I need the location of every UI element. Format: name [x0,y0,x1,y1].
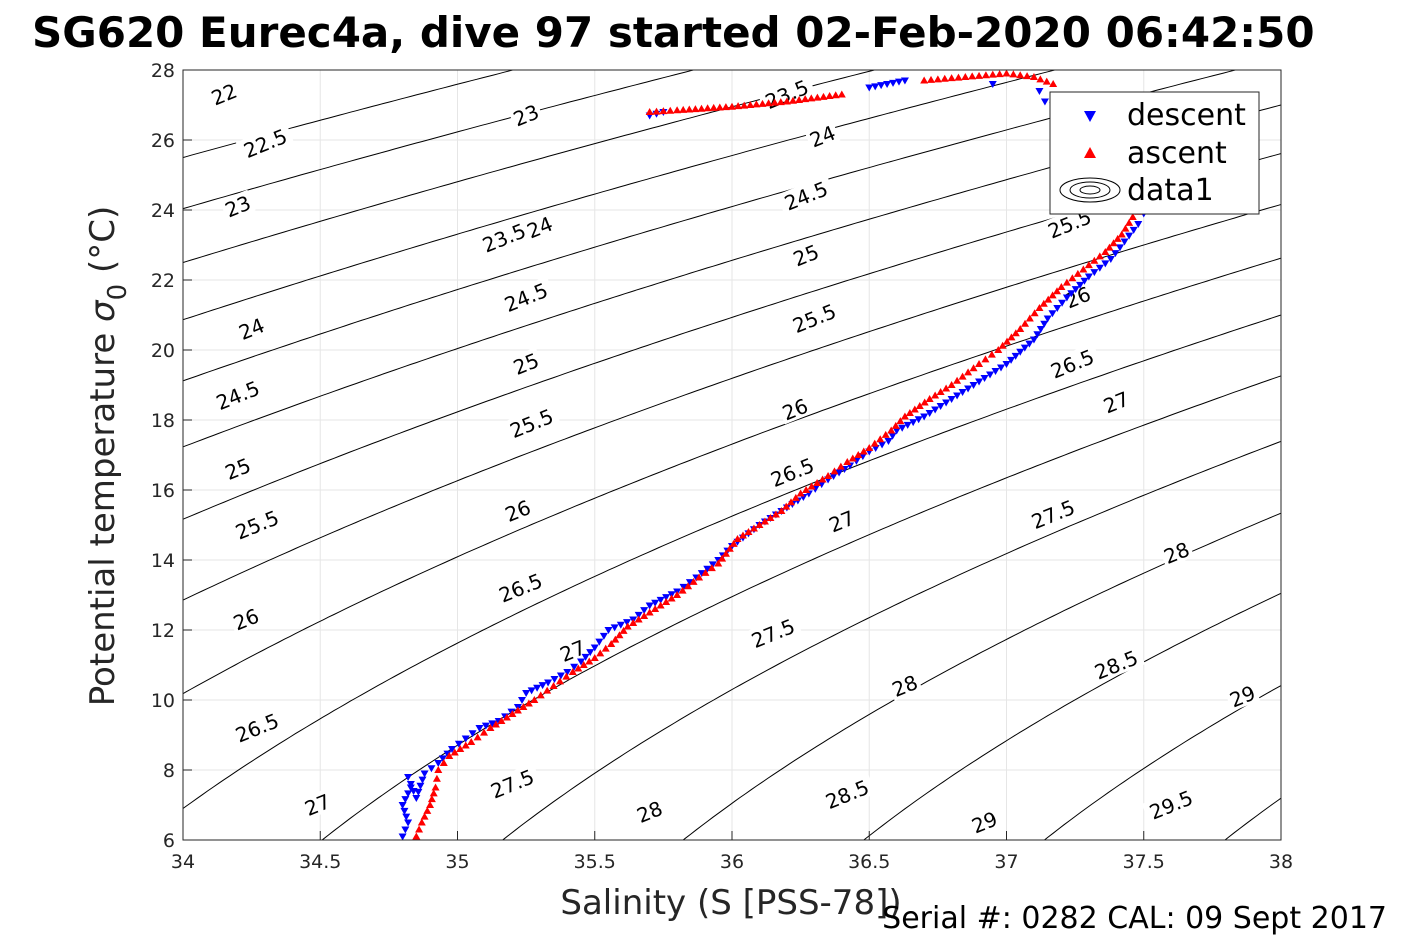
legend-entry-ascent: ascent [1127,136,1227,171]
x-tick-label: 37 [994,851,1018,873]
y-tick-label: 10 [151,690,175,712]
legend-entry-descent: descent [1127,98,1246,133]
x-tick-label: 38 [1269,851,1293,873]
y-tick-label: 8 [163,760,175,782]
x-tick-label: 34.5 [299,851,341,873]
y-tick-label: 12 [151,620,175,642]
x-axis-label: Salinity (S [PSS-78]) [560,883,901,923]
y-axis-label-subscript: 0 [103,284,133,301]
y-tick-label: 24 [151,200,175,222]
y-axis-label-main: Potential temperature [83,333,123,706]
x-tick-label: 35.5 [574,851,616,873]
x-tick-label: 34 [171,851,195,873]
y-tick-label: 26 [151,130,175,152]
y-tick-label: 20 [151,340,175,362]
y-tick-label: 28 [151,60,175,82]
x-tick-label: 37.5 [1123,851,1165,873]
y-tick-label: 6 [163,830,175,852]
y-tick-label: 18 [151,410,175,432]
y-tick-label: 14 [151,550,175,572]
y-axis-label-symbol: σ [83,299,123,322]
x-tick-label: 36.5 [848,851,890,873]
x-tick-label: 35 [445,851,469,873]
y-tick-label: 22 [151,270,175,292]
y-tick-label: 16 [151,480,175,502]
x-tick-label: 36 [720,851,744,873]
legend-entry-data1: data1 [1127,173,1214,208]
y-axis-label-unit: (°C) [83,206,123,273]
chart-title: SG620 Eurec4a, dive 97 started 02-Feb-20… [32,8,1315,57]
serial-cal-footer: Serial #: 0282 CAL: 09 Sept 2017 [882,901,1387,936]
legend: descent ascent data1 [1050,92,1259,214]
